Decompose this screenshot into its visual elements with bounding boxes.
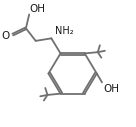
Text: OH: OH bbox=[103, 84, 119, 94]
Text: O: O bbox=[2, 31, 10, 41]
Text: NH₂: NH₂ bbox=[55, 26, 74, 36]
Text: OH: OH bbox=[30, 4, 46, 14]
